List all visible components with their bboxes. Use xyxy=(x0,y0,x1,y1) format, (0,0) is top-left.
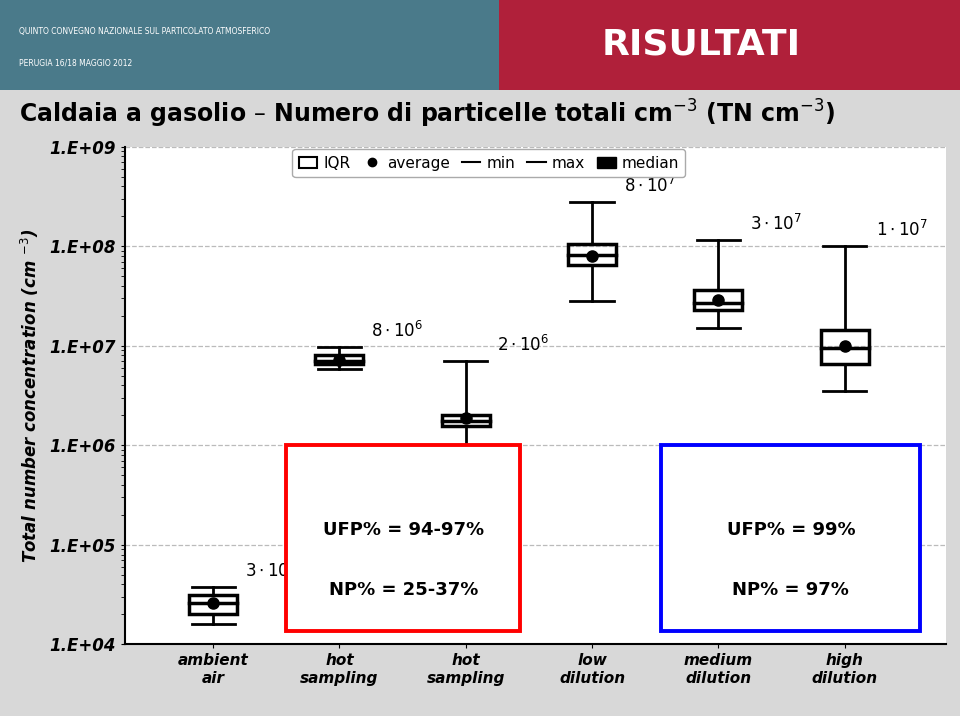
Text: $\mathit{3 \cdot 10^4}$: $\mathit{3 \cdot 10^4}$ xyxy=(245,561,298,581)
Bar xyxy=(189,596,237,614)
Bar xyxy=(316,355,364,364)
Text: $\mathit{3 \cdot 10^7}$: $\mathit{3 \cdot 10^7}$ xyxy=(750,214,802,234)
Text: non
nominal: non nominal xyxy=(305,490,361,521)
FancyBboxPatch shape xyxy=(661,445,921,632)
Bar xyxy=(499,0,960,90)
Text: $\mathit{8 \cdot 10^7}$: $\mathit{8 \cdot 10^7}$ xyxy=(624,175,676,195)
Text: Caldaia a gasolio – Numero di particelle totali cm$^{-3}$ (TN cm$^{-3}$): Caldaia a gasolio – Numero di particelle… xyxy=(19,97,835,130)
Bar xyxy=(821,330,869,364)
Text: $\mathit{2 \cdot 10^6}$: $\mathit{2 \cdot 10^6}$ xyxy=(497,335,549,355)
Bar xyxy=(694,291,742,310)
Text: QUINTO CONVEGNO NAZIONALE SUL PARTICOLATO ATMOSFERICO: QUINTO CONVEGNO NAZIONALE SUL PARTICOLAT… xyxy=(19,26,271,36)
Text: NP% = 25-37%: NP% = 25-37% xyxy=(328,581,478,599)
Bar xyxy=(0,0,499,90)
Text: $\mathit{1 \cdot 10^7}$: $\mathit{1 \cdot 10^7}$ xyxy=(876,220,928,241)
Text: UFP% = 94-97%: UFP% = 94-97% xyxy=(323,521,484,539)
Legend: IQR, average, min, max, median: IQR, average, min, max, median xyxy=(293,150,685,177)
Text: PERUGIA 16/18 MAGGIO 2012: PERUGIA 16/18 MAGGIO 2012 xyxy=(19,58,132,67)
FancyBboxPatch shape xyxy=(286,445,520,632)
Bar xyxy=(442,415,490,427)
Text: NP% = 97%: NP% = 97% xyxy=(732,581,850,599)
Text: $\mathit{8 \cdot 10^6}$: $\mathit{8 \cdot 10^6}$ xyxy=(372,321,423,341)
Bar xyxy=(568,244,616,265)
Text: UFP% = 99%: UFP% = 99% xyxy=(727,521,855,539)
Text: RISULTATI: RISULTATI xyxy=(601,28,801,62)
Y-axis label: Total number concentration (cm $^{-3}$): Total number concentration (cm $^{-3}$) xyxy=(19,228,41,563)
